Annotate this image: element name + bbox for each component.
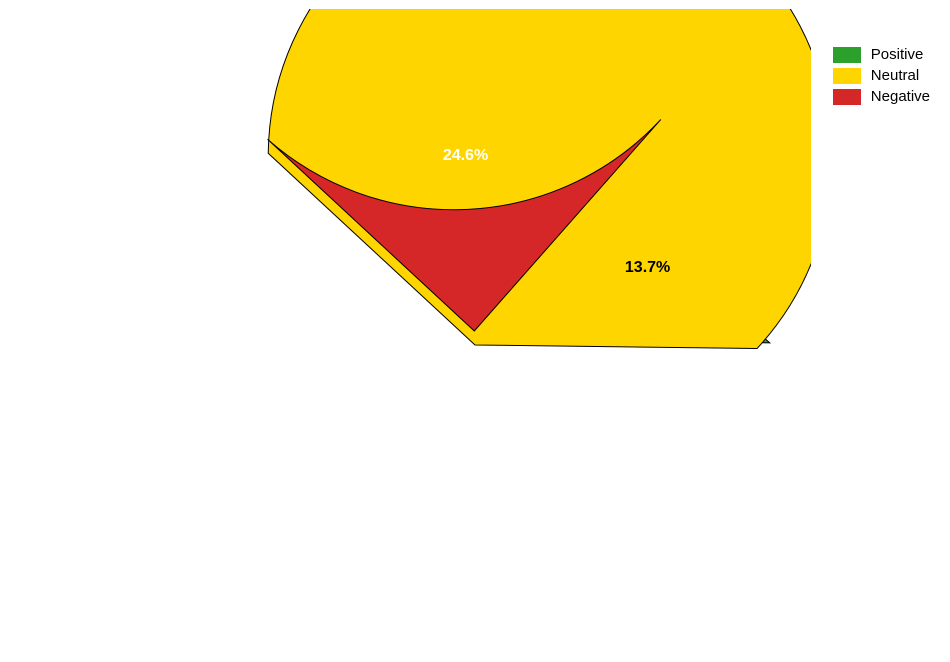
legend-swatch-neutral: [833, 68, 861, 84]
legend-label-positive: Positive: [871, 46, 924, 63]
pie-slice-neutral: [268, 9, 811, 349]
pie-chart: [139, 9, 811, 662]
legend-item-positive: Positive: [833, 46, 930, 63]
legend: Positive Neutral Negative: [833, 46, 930, 109]
slice-label-positive: 13.7%: [625, 259, 670, 277]
legend-label-neutral: Neutral: [871, 67, 919, 84]
legend-item-negative: Negative: [833, 88, 930, 105]
slice-label-negative: 24.6%: [443, 147, 488, 165]
legend-swatch-negative: [833, 89, 861, 105]
slice-label-neutral: 61.7%: [387, 498, 432, 516]
legend-label-negative: Negative: [871, 88, 930, 105]
legend-item-neutral: Neutral: [833, 67, 930, 84]
legend-swatch-positive: [833, 47, 861, 63]
